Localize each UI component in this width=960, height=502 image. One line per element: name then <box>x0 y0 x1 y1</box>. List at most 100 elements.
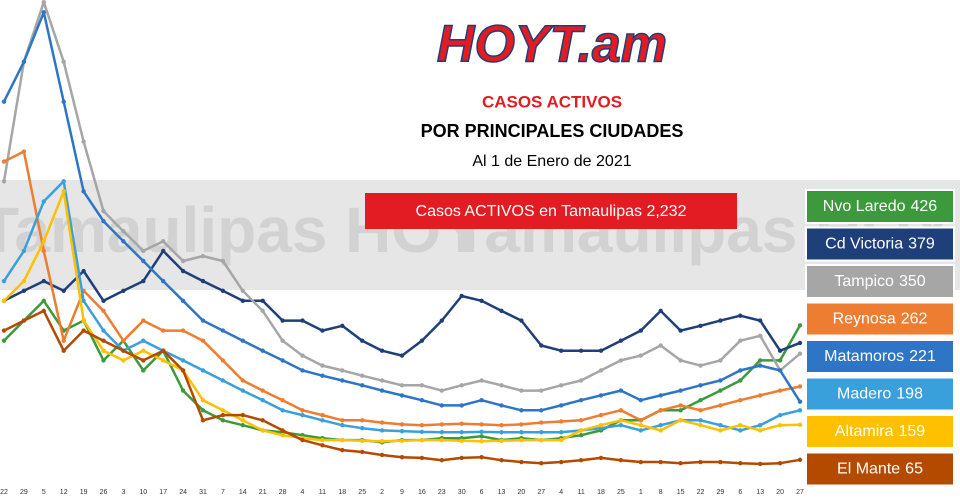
point <box>161 248 166 254</box>
point <box>121 239 126 244</box>
point <box>280 338 285 343</box>
point <box>200 398 206 403</box>
point <box>578 457 584 463</box>
point <box>499 403 504 408</box>
point <box>360 438 365 444</box>
point <box>459 383 464 388</box>
point <box>121 348 126 353</box>
point <box>738 422 743 428</box>
point <box>598 368 604 373</box>
point <box>519 388 524 393</box>
point <box>101 358 106 363</box>
point <box>519 437 524 443</box>
point <box>738 398 743 403</box>
point <box>419 429 425 435</box>
point <box>180 388 186 393</box>
point <box>61 189 66 194</box>
point <box>499 430 504 435</box>
point <box>61 179 66 184</box>
x-tick-label: 10 <box>139 489 147 496</box>
point <box>61 59 66 65</box>
point <box>200 408 206 413</box>
point <box>499 308 504 314</box>
point <box>220 288 226 293</box>
point <box>459 293 464 299</box>
point <box>539 388 544 393</box>
legend-label: Tampico 350 <box>834 273 925 290</box>
legend-name: Cd Victoria <box>825 236 903 253</box>
point <box>459 421 464 426</box>
x-tick-label: 14 <box>239 489 247 496</box>
plot: 22 29 5 12 19 26 3 10 17 24 31 7 14 21 28 4 11 18 25 2 9 16 23… <box>0 0 804 496</box>
x-tick-label: 8 <box>659 489 663 496</box>
point <box>180 268 186 274</box>
x-tick-label: 4 <box>301 489 305 496</box>
point <box>718 388 723 393</box>
point <box>240 298 245 304</box>
point <box>200 278 206 284</box>
point <box>81 139 86 144</box>
point <box>439 318 444 323</box>
point <box>578 378 584 383</box>
x-tick-label: 28 <box>279 489 287 496</box>
point <box>379 438 385 444</box>
point <box>658 422 663 428</box>
point <box>260 428 265 433</box>
legend-label: El Mante 65 <box>837 461 923 478</box>
point <box>618 418 624 423</box>
point <box>539 343 544 348</box>
point <box>161 239 166 244</box>
x-tick-label: 30 <box>458 489 466 496</box>
legend-box <box>805 189 955 224</box>
point <box>280 358 285 363</box>
point <box>519 430 524 435</box>
point <box>519 318 524 323</box>
point <box>21 318 27 323</box>
point <box>698 459 703 465</box>
point <box>41 298 46 304</box>
point <box>658 343 663 348</box>
point <box>539 460 544 466</box>
point <box>180 258 186 264</box>
point <box>1 338 7 343</box>
point <box>399 422 405 427</box>
point <box>698 422 703 428</box>
point <box>738 313 743 318</box>
legend-box <box>805 226 955 262</box>
point <box>479 298 484 304</box>
legend-box <box>805 339 955 374</box>
point <box>141 338 146 343</box>
point <box>121 338 126 343</box>
point <box>678 403 683 408</box>
x-tick-label: 22 <box>0 489 8 496</box>
point <box>758 428 763 433</box>
point <box>578 348 584 353</box>
point <box>240 338 245 343</box>
legend-label: Altamira 159 <box>835 423 925 440</box>
point <box>280 408 285 413</box>
legend-label: Madero 198 <box>837 386 923 403</box>
x-tick-label: 18 <box>338 489 346 496</box>
point <box>280 433 285 438</box>
x-tick-label: 12 <box>60 489 68 496</box>
legend-name: Madero <box>837 386 891 403</box>
point <box>340 437 345 443</box>
point <box>578 398 584 403</box>
point <box>320 363 325 368</box>
point <box>320 328 325 333</box>
point <box>499 383 504 388</box>
point <box>141 348 146 353</box>
x-tick-label: 23 <box>438 489 446 496</box>
point <box>240 378 245 383</box>
point <box>598 455 604 461</box>
point <box>618 358 624 363</box>
point <box>459 455 464 461</box>
point <box>539 408 544 413</box>
x-tick-label: 6 <box>738 489 742 496</box>
legend-box <box>805 451 955 487</box>
legend-value: 65 <box>905 461 923 478</box>
point <box>678 408 683 413</box>
point <box>300 408 305 413</box>
point <box>340 323 345 328</box>
point <box>559 430 564 435</box>
